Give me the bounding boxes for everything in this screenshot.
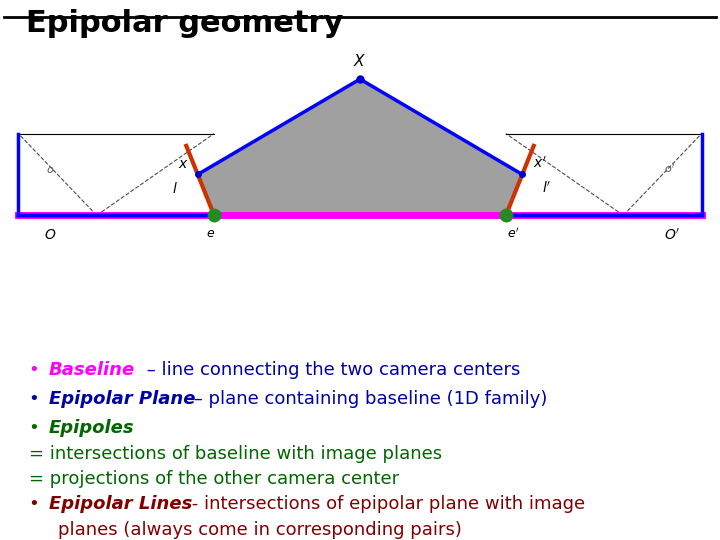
Text: – line connecting the two camera centers: – line connecting the two camera centers (141, 361, 520, 379)
Text: $o'$: $o'$ (664, 163, 675, 176)
Text: = intersections of baseline with image planes: = intersections of baseline with image p… (29, 445, 442, 463)
Text: = projections of the other camera center: = projections of the other camera center (29, 470, 399, 488)
Text: $e'$: $e'$ (507, 227, 519, 241)
Text: - intersections of epipolar plane with image: - intersections of epipolar plane with i… (186, 495, 585, 512)
Polygon shape (198, 79, 522, 215)
Text: $o$: $o$ (46, 165, 55, 175)
Text: •: • (29, 361, 45, 379)
Text: •: • (29, 390, 45, 408)
Text: Epipoles: Epipoles (49, 419, 135, 437)
Text: $O$: $O$ (44, 227, 57, 241)
Text: planes (always come in corresponding pairs): planes (always come in corresponding pai… (58, 521, 462, 539)
Text: $x$: $x$ (178, 157, 189, 171)
Text: $O'$: $O'$ (664, 227, 680, 243)
Text: •: • (29, 419, 45, 437)
Text: – plane containing baseline (1D family): – plane containing baseline (1D family) (188, 390, 547, 408)
Text: Epipolar geometry: Epipolar geometry (25, 9, 343, 38)
Text: $l'$: $l'$ (541, 180, 552, 195)
Text: $l$: $l$ (172, 180, 178, 195)
Text: $x'$: $x'$ (534, 156, 547, 171)
Text: Epipolar Plane: Epipolar Plane (49, 390, 196, 408)
Text: Baseline: Baseline (49, 361, 135, 379)
Text: Epipolar Lines: Epipolar Lines (49, 495, 192, 512)
Text: •: • (29, 495, 45, 512)
Text: $e$: $e$ (206, 227, 215, 240)
Text: $X$: $X$ (354, 53, 366, 69)
